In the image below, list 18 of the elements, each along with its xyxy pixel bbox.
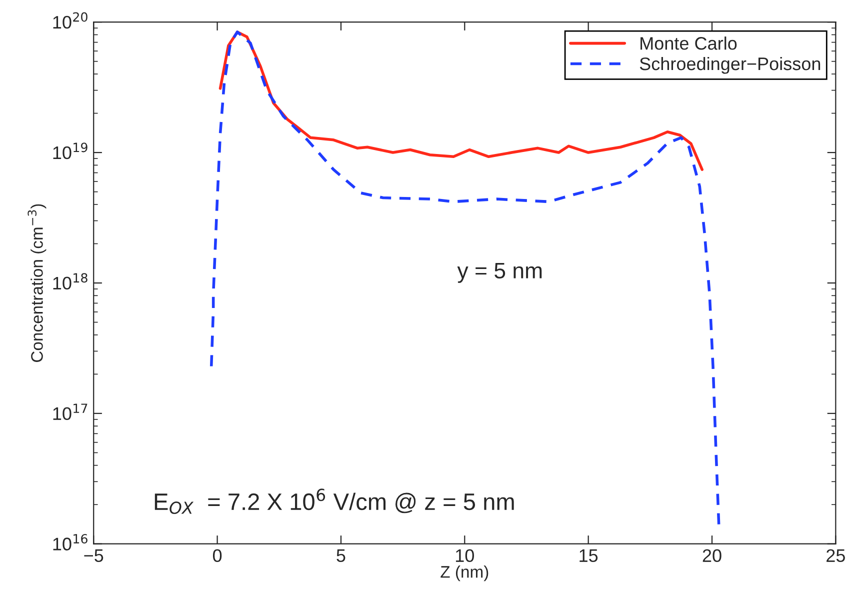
y-tick-label: 10$^{20}$ <box>53 12 88 29</box>
y-axis-title: Concentration (cm$^{−3}$) <box>28 204 46 362</box>
x-tick-label: 15 <box>580 549 598 562</box>
x-tick-label: 5 <box>336 549 346 562</box>
legend-label: Monte Carlo <box>640 36 737 50</box>
x-tick-label: 20 <box>702 549 722 562</box>
y-tick-label: 10$^{19}$ <box>53 142 88 160</box>
x-tick-label: 10 <box>456 549 474 562</box>
y-tick-label: 10$^{17}$ <box>53 404 88 420</box>
legend-label: Schroedinger−Poisson <box>640 56 820 74</box>
x-tick-label: −5 <box>84 549 104 562</box>
x-tick-label: 25 <box>826 549 845 562</box>
y-tick-label: 10$^{18}$ <box>53 273 88 290</box>
x-tick-label: 0 <box>212 549 222 562</box>
annotation: E$_{OX}$ = 7.2 X 10$^{6}$ V/cm @ z = 5 nm <box>154 488 514 514</box>
x-axis-title: Z (nm) <box>440 566 488 582</box>
annotation: y = 5 nm <box>457 263 542 283</box>
y-tick-label: 10$^{16}$ <box>53 534 88 550</box>
